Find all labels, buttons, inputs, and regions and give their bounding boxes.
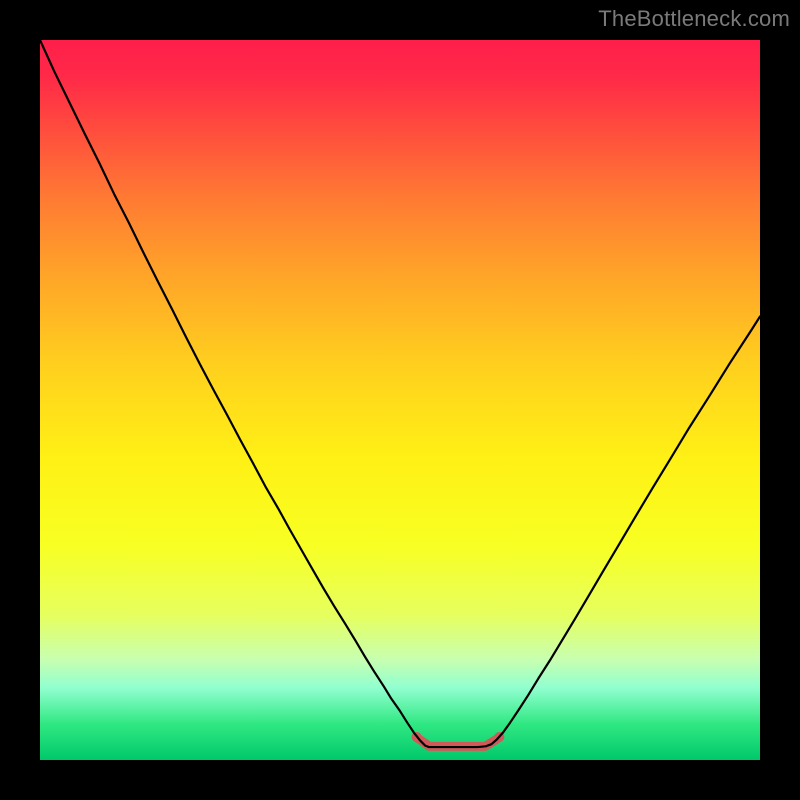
plot-svg — [40, 40, 760, 760]
plot-area — [40, 40, 760, 760]
canvas-root: TheBottleneck.com — [0, 0, 800, 800]
gradient-background — [40, 40, 760, 760]
watermark-text: TheBottleneck.com — [598, 6, 790, 32]
